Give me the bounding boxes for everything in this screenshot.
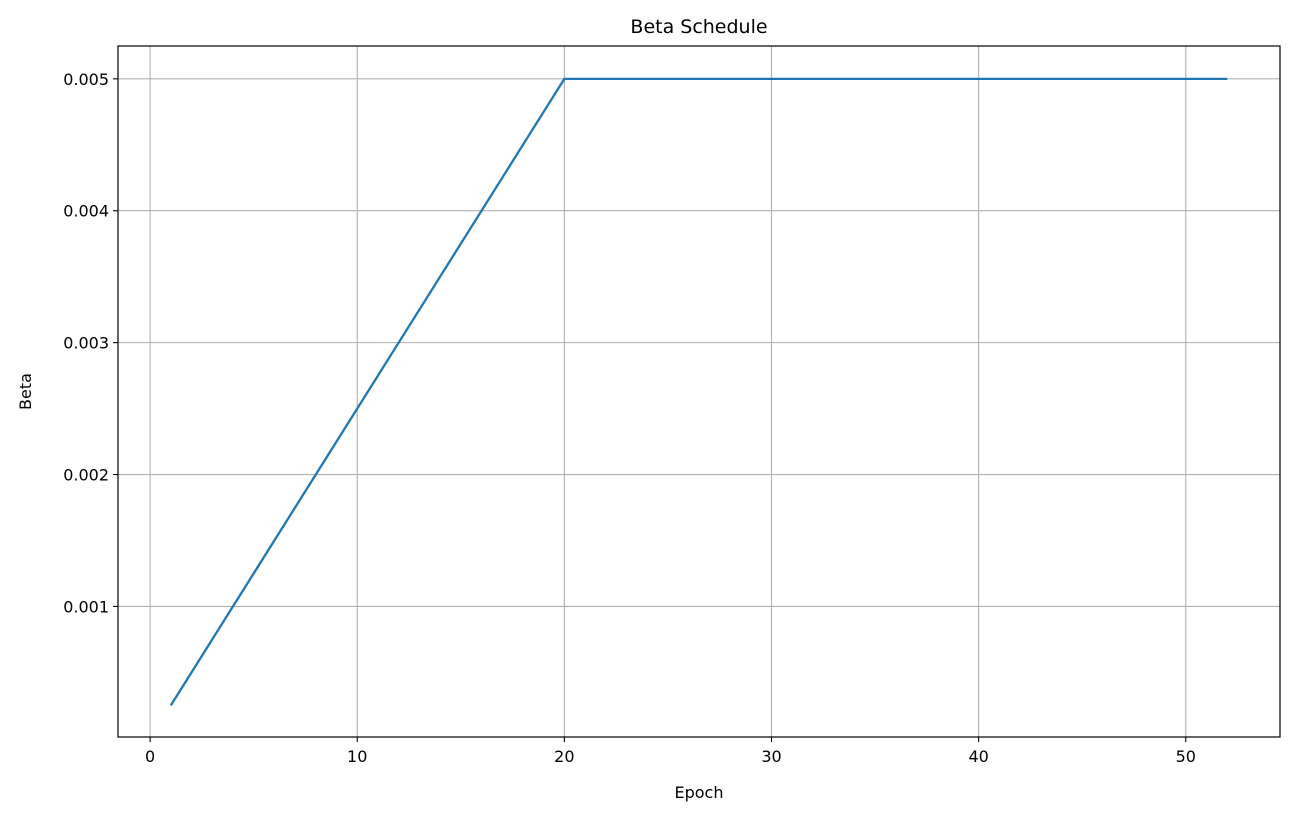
y-tick-label: 0.004 [63,202,109,221]
y-axis-label: Beta [16,373,35,410]
y-tick-label: 0.005 [63,70,109,89]
plot-frame [117,45,1281,738]
grid [118,46,1280,737]
x-tick-label: 30 [761,747,781,766]
ticks-layer: 0 10 20 30 40 50 0.001 0.002 0.003 0.004 0.005 [63,70,1196,766]
x-tick-label: 10 [347,747,367,766]
y-tick-label: 0.001 [63,597,109,616]
chart-title: Beta Schedule [630,16,767,38]
y-tick-label: 0.002 [63,466,109,485]
x-tick-label: 50 [1176,747,1196,766]
x-axis-label: Epoch [675,783,724,802]
series-layer [169,77,1228,706]
x-tick-label: 0 [145,747,155,766]
x-tick-label: 40 [968,747,988,766]
series-line [169,77,1228,706]
y-tick-label: 0.003 [63,334,109,353]
x-tick-label: 20 [554,747,574,766]
